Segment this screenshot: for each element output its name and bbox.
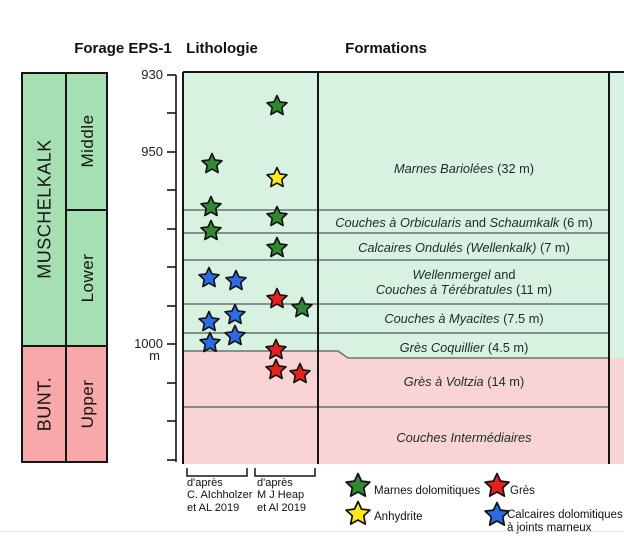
sample-star-calcaires bbox=[224, 303, 246, 325]
stratigraphy-box-muschelkalk bbox=[21, 72, 67, 347]
formation-label: Grès Coquillier (4.5 m) bbox=[399, 339, 529, 355]
sample-star-anhydrite bbox=[266, 166, 288, 188]
formation-label: Couches à Myacites (7.5 m) bbox=[384, 310, 544, 326]
formation-label: Wellenmergel and Couches à Térébratules (… bbox=[375, 267, 553, 297]
sample-star-gres bbox=[265, 358, 287, 380]
sample-star-calcaires bbox=[225, 269, 247, 291]
legend-star-calcaires bbox=[484, 501, 510, 526]
source-bracket bbox=[186, 468, 248, 477]
legend-star-gres bbox=[484, 472, 510, 497]
middle-label: Middle bbox=[78, 114, 97, 168]
formation-label: Couches Intermédiaires bbox=[396, 429, 532, 445]
formation-label: Grès à Voltzia (14 m) bbox=[403, 373, 525, 389]
depth-label: 1000 m bbox=[117, 337, 163, 363]
formation-label: Calcaires Ondulés (Wellenkalk) (7 m) bbox=[358, 239, 570, 255]
depth-label: 950 bbox=[141, 144, 163, 159]
formation-label: Couches à Orbicularis and Schaumkalk (6 … bbox=[335, 214, 593, 230]
lithology-title: Lithologie bbox=[186, 40, 258, 57]
legend-star-anhydrite bbox=[345, 500, 371, 525]
legend-item-label: Marnes dolomitiques bbox=[374, 485, 481, 497]
sample-star-marnes bbox=[266, 94, 288, 116]
formations-title: Formations bbox=[345, 40, 427, 57]
stratigraphy-box-middle bbox=[65, 72, 108, 211]
sample-star-calcaires bbox=[224, 324, 246, 346]
legend-star-marnes bbox=[345, 472, 371, 497]
lower-label: Lower bbox=[78, 253, 97, 303]
stratigraphy-box-lower bbox=[65, 209, 108, 347]
sample-star-calcaires bbox=[198, 266, 220, 288]
source-bracket bbox=[254, 468, 316, 477]
sample-star-marnes bbox=[266, 205, 288, 227]
bunt-label: BUNT. bbox=[34, 376, 55, 432]
borehole-title: Forage EPS-1 bbox=[74, 40, 172, 57]
legend-item-label: Calcaires dolomitiques à joints marneux bbox=[507, 509, 623, 534]
sample-star-marnes bbox=[266, 236, 288, 258]
source-citation: d'après M J Heap et Al 2019 bbox=[257, 477, 306, 514]
sample-star-gres bbox=[265, 338, 287, 360]
bottom-divider bbox=[0, 531, 624, 532]
legend-item-label: Grès bbox=[510, 485, 535, 497]
source-citation: d'après C. AIchholzer et AL 2019 bbox=[187, 477, 253, 514]
upper-label: Upper bbox=[78, 379, 97, 429]
sample-star-marnes bbox=[200, 195, 222, 217]
sample-star-marnes bbox=[201, 152, 223, 174]
sample-star-gres bbox=[289, 362, 311, 384]
sample-star-calcaires bbox=[198, 310, 220, 332]
muschelkalk-bunt-boundary-line bbox=[184, 350, 609, 359]
muschelkalk-label: MUSCHELKALK bbox=[34, 139, 55, 279]
sample-star-calcaires bbox=[199, 331, 221, 353]
sample-star-marnes bbox=[200, 219, 222, 241]
sample-star-marnes bbox=[291, 296, 313, 318]
depth-unit: m bbox=[149, 348, 160, 363]
stratigraphy-box-bunt bbox=[21, 345, 67, 463]
stratigraphy-box-upper bbox=[65, 345, 108, 463]
depth-label: 930 bbox=[141, 67, 163, 82]
sample-star-gres bbox=[266, 287, 288, 309]
legend-item-label: Anhydrite bbox=[374, 511, 423, 523]
formation-label: Marnes Bariolées (32 m) bbox=[393, 160, 535, 176]
